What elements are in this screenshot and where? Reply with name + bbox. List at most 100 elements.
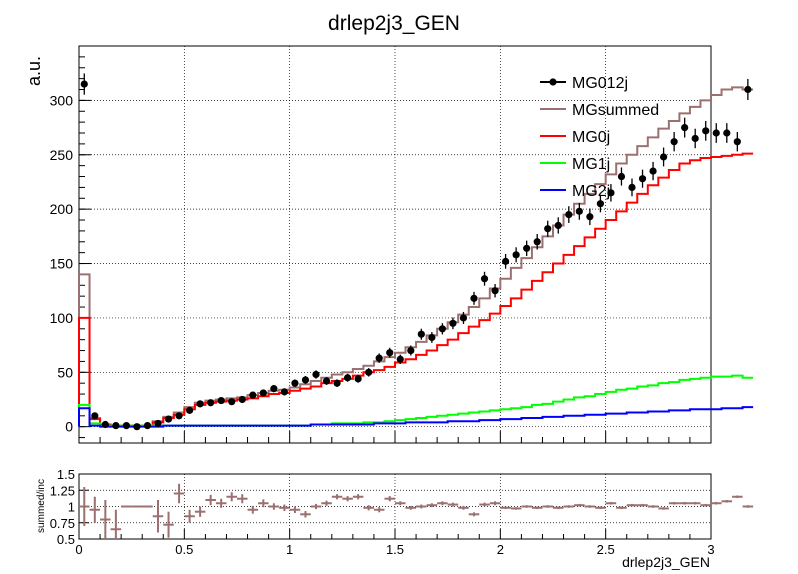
y-tick-label: 300	[50, 92, 74, 108]
series-MG012j-point	[354, 375, 362, 383]
series-MG012j-point	[101, 420, 109, 429]
series-MG012j-point	[733, 138, 741, 146]
series-MG012j-point	[480, 275, 489, 283]
legend-label-MG0j: MG0j	[572, 129, 610, 146]
series-MG012j-point	[586, 213, 594, 221]
series-MG012j-point	[280, 388, 288, 396]
series-MG012j-point	[143, 421, 152, 430]
series-MG012j-point	[491, 287, 499, 295]
series-MG012j-point	[396, 355, 404, 363]
series-MG012j-point	[91, 412, 99, 420]
x-tick-label: 2.5	[597, 542, 615, 557]
series-MG012j-point	[702, 127, 710, 135]
x-axis-label: drlep2j3_GEN	[622, 554, 710, 570]
series-MG012j-point	[386, 349, 394, 357]
ratio-y-tick-label: 1.25	[50, 483, 75, 498]
series-MG012j-point	[312, 370, 320, 379]
series-MG012j-point	[438, 325, 446, 333]
series-MG012j-point	[407, 346, 415, 355]
series-MG012j-point	[122, 421, 130, 430]
series-MG012j-point	[217, 396, 225, 405]
series-MG0j-line	[78, 152, 754, 427]
y-tick-label: 0	[65, 419, 73, 435]
series-MG012j-point	[681, 123, 689, 132]
ratio-y-tick-label: 0.75	[50, 516, 75, 531]
series-MG012j-point	[291, 379, 299, 387]
y-tick-label: 250	[50, 147, 74, 163]
x-tick-label: 2	[497, 542, 504, 557]
series-MG012j-point	[333, 379, 341, 387]
series-MG012j-point	[628, 183, 636, 191]
series-MG012j-point	[502, 257, 510, 265]
series-MG012j-point	[207, 399, 215, 407]
series-MG012j-point	[712, 129, 720, 137]
series-MG012j-point	[638, 175, 647, 183]
y-tick-label: 50	[57, 364, 73, 380]
series-MG012j-point	[470, 294, 478, 302]
y-tick-label: 100	[50, 310, 74, 326]
series-MG2j-line	[78, 406, 754, 428]
series-MG012j-point	[375, 354, 383, 362]
series-MG012j-point	[428, 333, 436, 342]
series-MG012j-point	[301, 376, 310, 384]
x-tick-label: 1.5	[386, 542, 404, 557]
series-MG012j-point	[670, 138, 678, 146]
series-MG012j-point	[270, 385, 278, 393]
series-MG012j-point	[175, 412, 183, 420]
legend-label-MGsummed: MGsummed	[572, 102, 659, 119]
series-MG012j-point	[523, 244, 531, 252]
x-tick-label: 0.5	[175, 542, 193, 557]
ratio-y-axis-label: summed/inc	[36, 479, 47, 533]
x-tick-label: 0	[75, 542, 82, 557]
x-tick-label: 1	[286, 542, 293, 557]
y-tick-label: 150	[50, 256, 74, 272]
series-MG012j-point	[660, 153, 668, 161]
series-MG012j-point	[544, 225, 552, 233]
legend-label-MG012j: MG012j	[572, 75, 628, 92]
series-MG012j-point	[691, 134, 699, 143]
legend-marker-MG012j	[549, 78, 557, 86]
legend-label-MG1j: MG1j	[572, 156, 610, 173]
series-MG012j-point	[112, 421, 120, 430]
series-MG012j-point	[554, 221, 562, 230]
series-MGsummed-line	[78, 86, 754, 427]
series-MG012j-point	[607, 189, 615, 197]
series-MG012j-point	[322, 377, 331, 385]
series-MG012j-point	[449, 319, 457, 327]
series-MG012j-point	[249, 391, 257, 399]
series-MG012j-point	[596, 200, 605, 208]
series-MG012j-point	[533, 238, 541, 246]
main-plot-panel: 0 50 100 150 200 250 300	[50, 45, 754, 444]
series-MG012j-point	[133, 423, 141, 431]
series-MG012j-point	[365, 368, 373, 376]
legend: MG012j MGsummed MG0j MG1j MG2j	[540, 75, 659, 200]
series-MG012j-point	[744, 85, 752, 94]
series-MG012j-point	[228, 398, 236, 406]
legend-label-MG2j: MG2j	[572, 183, 610, 200]
series-MG012j-point	[80, 80, 88, 88]
series-MG012j-point	[565, 210, 573, 219]
series-MG012j-point	[344, 374, 352, 382]
series-MG012j-point	[723, 129, 731, 137]
chart-title: drlep2j3_GEN	[328, 12, 460, 35]
ratio-y-tick-label: 1.5	[57, 467, 75, 482]
ratio-y-tick-label: 1	[68, 500, 75, 515]
y-tick-label: 200	[50, 201, 74, 217]
series-MG012j-point	[196, 400, 204, 408]
y-axis-label: a.u.	[24, 56, 44, 86]
x-tick-label: 3	[707, 542, 714, 557]
series-MG012j-point	[417, 330, 425, 338]
series-MG012j-point	[164, 415, 173, 423]
series-MG012j-point	[617, 172, 626, 181]
series-MG012j-point	[154, 419, 162, 428]
series-MG012j-point	[186, 406, 194, 414]
ratio-y-tick-label: 0.5	[57, 532, 75, 547]
series-MG012j-point	[649, 167, 657, 175]
series-MG012j-point	[238, 395, 246, 404]
series-MG012j-point	[459, 314, 468, 322]
series-MG012j-point	[259, 389, 267, 397]
series-MG012j-point	[575, 207, 583, 215]
series-MG012j-point	[512, 251, 520, 259]
